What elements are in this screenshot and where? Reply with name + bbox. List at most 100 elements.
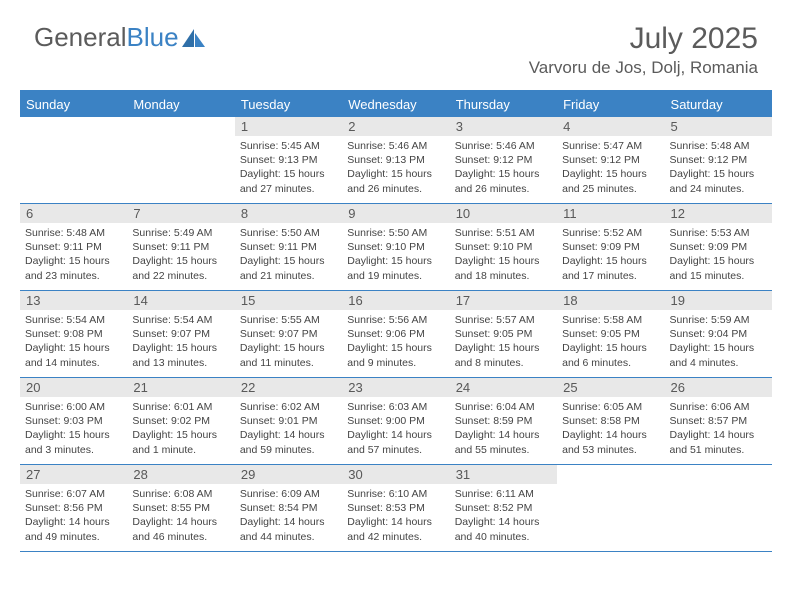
day-cell: 15Sunrise: 5:55 AMSunset: 9:07 PMDayligh… [235, 291, 342, 377]
sunset-line: Sunset: 8:59 PM [455, 414, 552, 428]
day-number: 30 [342, 465, 449, 484]
day-cell: 11Sunrise: 5:52 AMSunset: 9:09 PMDayligh… [557, 204, 664, 290]
day-info: Sunrise: 5:54 AMSunset: 9:07 PMDaylight:… [127, 310, 234, 374]
day-cell: 1Sunrise: 5:45 AMSunset: 9:13 PMDaylight… [235, 117, 342, 203]
day-info: Sunrise: 6:05 AMSunset: 8:58 PMDaylight:… [557, 397, 664, 461]
day-cell: 18Sunrise: 5:58 AMSunset: 9:05 PMDayligh… [557, 291, 664, 377]
daylight-line: Daylight: 15 hours and 8 minutes. [455, 341, 552, 369]
day-number: 26 [665, 378, 772, 397]
day-number: 10 [450, 204, 557, 223]
sunrise-line: Sunrise: 6:08 AM [132, 487, 229, 501]
sunset-line: Sunset: 9:12 PM [562, 153, 659, 167]
day-info: Sunrise: 5:55 AMSunset: 9:07 PMDaylight:… [235, 310, 342, 374]
weeks-container: 1Sunrise: 5:45 AMSunset: 9:13 PMDaylight… [20, 117, 772, 552]
day-info: Sunrise: 5:49 AMSunset: 9:11 PMDaylight:… [127, 223, 234, 287]
sunrise-line: Sunrise: 5:46 AM [455, 139, 552, 153]
day-number: 28 [127, 465, 234, 484]
daylight-line: Daylight: 14 hours and 40 minutes. [455, 515, 552, 543]
daylight-line: Daylight: 14 hours and 42 minutes. [347, 515, 444, 543]
day-info: Sunrise: 5:57 AMSunset: 9:05 PMDaylight:… [450, 310, 557, 374]
day-info: Sunrise: 6:11 AMSunset: 8:52 PMDaylight:… [450, 484, 557, 548]
week-row: 13Sunrise: 5:54 AMSunset: 9:08 PMDayligh… [20, 291, 772, 378]
day-info: Sunrise: 5:46 AMSunset: 9:13 PMDaylight:… [342, 136, 449, 200]
day-cell [20, 117, 127, 203]
sunset-line: Sunset: 9:11 PM [240, 240, 337, 254]
day-cell: 21Sunrise: 6:01 AMSunset: 9:02 PMDayligh… [127, 378, 234, 464]
day-cell: 30Sunrise: 6:10 AMSunset: 8:53 PMDayligh… [342, 465, 449, 551]
day-number: 19 [665, 291, 772, 310]
day-info: Sunrise: 6:06 AMSunset: 8:57 PMDaylight:… [665, 397, 772, 461]
day-cell: 19Sunrise: 5:59 AMSunset: 9:04 PMDayligh… [665, 291, 772, 377]
sunrise-line: Sunrise: 5:54 AM [132, 313, 229, 327]
sunset-line: Sunset: 9:05 PM [455, 327, 552, 341]
day-cell [557, 465, 664, 551]
day-info: Sunrise: 5:54 AMSunset: 9:08 PMDaylight:… [20, 310, 127, 374]
day-info: Sunrise: 5:50 AMSunset: 9:10 PMDaylight:… [342, 223, 449, 287]
day-number: 1 [235, 117, 342, 136]
day-cell [665, 465, 772, 551]
day-cell: 22Sunrise: 6:02 AMSunset: 9:01 PMDayligh… [235, 378, 342, 464]
daylight-line: Daylight: 15 hours and 3 minutes. [25, 428, 122, 456]
sunset-line: Sunset: 8:57 PM [670, 414, 767, 428]
sunrise-line: Sunrise: 5:56 AM [347, 313, 444, 327]
sunset-line: Sunset: 9:06 PM [347, 327, 444, 341]
sunrise-line: Sunrise: 6:11 AM [455, 487, 552, 501]
daylight-line: Daylight: 15 hours and 19 minutes. [347, 254, 444, 282]
day-info: Sunrise: 5:58 AMSunset: 9:05 PMDaylight:… [557, 310, 664, 374]
day-cell: 8Sunrise: 5:50 AMSunset: 9:11 PMDaylight… [235, 204, 342, 290]
sunrise-line: Sunrise: 5:58 AM [562, 313, 659, 327]
day-number: 15 [235, 291, 342, 310]
day-number: 20 [20, 378, 127, 397]
daylight-line: Daylight: 15 hours and 23 minutes. [25, 254, 122, 282]
header: GeneralBlue July 2025 Varvoru de Jos, Do… [0, 0, 792, 84]
day-of-week: Sunday [20, 92, 127, 117]
day-number: 7 [127, 204, 234, 223]
day-info: Sunrise: 5:45 AMSunset: 9:13 PMDaylight:… [235, 136, 342, 200]
day-number: 14 [127, 291, 234, 310]
sunrise-line: Sunrise: 5:53 AM [670, 226, 767, 240]
day-info: Sunrise: 6:01 AMSunset: 9:02 PMDaylight:… [127, 397, 234, 461]
day-number: 27 [20, 465, 127, 484]
daylight-line: Daylight: 15 hours and 13 minutes. [132, 341, 229, 369]
day-cell: 2Sunrise: 5:46 AMSunset: 9:13 PMDaylight… [342, 117, 449, 203]
logo: GeneralBlue [34, 22, 207, 53]
month-title: July 2025 [529, 22, 758, 56]
daylight-line: Daylight: 14 hours and 44 minutes. [240, 515, 337, 543]
daylight-line: Daylight: 15 hours and 26 minutes. [347, 167, 444, 195]
sunset-line: Sunset: 9:05 PM [562, 327, 659, 341]
sunrise-line: Sunrise: 6:10 AM [347, 487, 444, 501]
sunset-line: Sunset: 9:09 PM [670, 240, 767, 254]
sunset-line: Sunset: 9:08 PM [25, 327, 122, 341]
sunset-line: Sunset: 8:56 PM [25, 501, 122, 515]
sunrise-line: Sunrise: 5:57 AM [455, 313, 552, 327]
day-number: 2 [342, 117, 449, 136]
sunrise-line: Sunrise: 5:52 AM [562, 226, 659, 240]
sunrise-line: Sunrise: 6:06 AM [670, 400, 767, 414]
sunset-line: Sunset: 9:11 PM [25, 240, 122, 254]
day-cell: 27Sunrise: 6:07 AMSunset: 8:56 PMDayligh… [20, 465, 127, 551]
sunrise-line: Sunrise: 6:00 AM [25, 400, 122, 414]
daylight-line: Daylight: 15 hours and 27 minutes. [240, 167, 337, 195]
day-cell: 23Sunrise: 6:03 AMSunset: 9:00 PMDayligh… [342, 378, 449, 464]
day-number: 12 [665, 204, 772, 223]
day-info: Sunrise: 6:08 AMSunset: 8:55 PMDaylight:… [127, 484, 234, 548]
sunrise-line: Sunrise: 6:09 AM [240, 487, 337, 501]
day-info: Sunrise: 5:48 AMSunset: 9:12 PMDaylight:… [665, 136, 772, 200]
sunset-line: Sunset: 9:00 PM [347, 414, 444, 428]
day-of-week-row: SundayMondayTuesdayWednesdayThursdayFrid… [20, 92, 772, 117]
day-number: 8 [235, 204, 342, 223]
daylight-line: Daylight: 15 hours and 18 minutes. [455, 254, 552, 282]
sunrise-line: Sunrise: 5:47 AM [562, 139, 659, 153]
sunset-line: Sunset: 9:09 PM [562, 240, 659, 254]
day-cell: 17Sunrise: 5:57 AMSunset: 9:05 PMDayligh… [450, 291, 557, 377]
day-number: 29 [235, 465, 342, 484]
sunset-line: Sunset: 9:13 PM [347, 153, 444, 167]
sunrise-line: Sunrise: 5:55 AM [240, 313, 337, 327]
sunset-line: Sunset: 9:04 PM [670, 327, 767, 341]
sunset-line: Sunset: 9:10 PM [455, 240, 552, 254]
sunrise-line: Sunrise: 6:03 AM [347, 400, 444, 414]
sunset-line: Sunset: 9:12 PM [670, 153, 767, 167]
day-info: Sunrise: 5:50 AMSunset: 9:11 PMDaylight:… [235, 223, 342, 287]
sunrise-line: Sunrise: 5:46 AM [347, 139, 444, 153]
sunset-line: Sunset: 9:03 PM [25, 414, 122, 428]
